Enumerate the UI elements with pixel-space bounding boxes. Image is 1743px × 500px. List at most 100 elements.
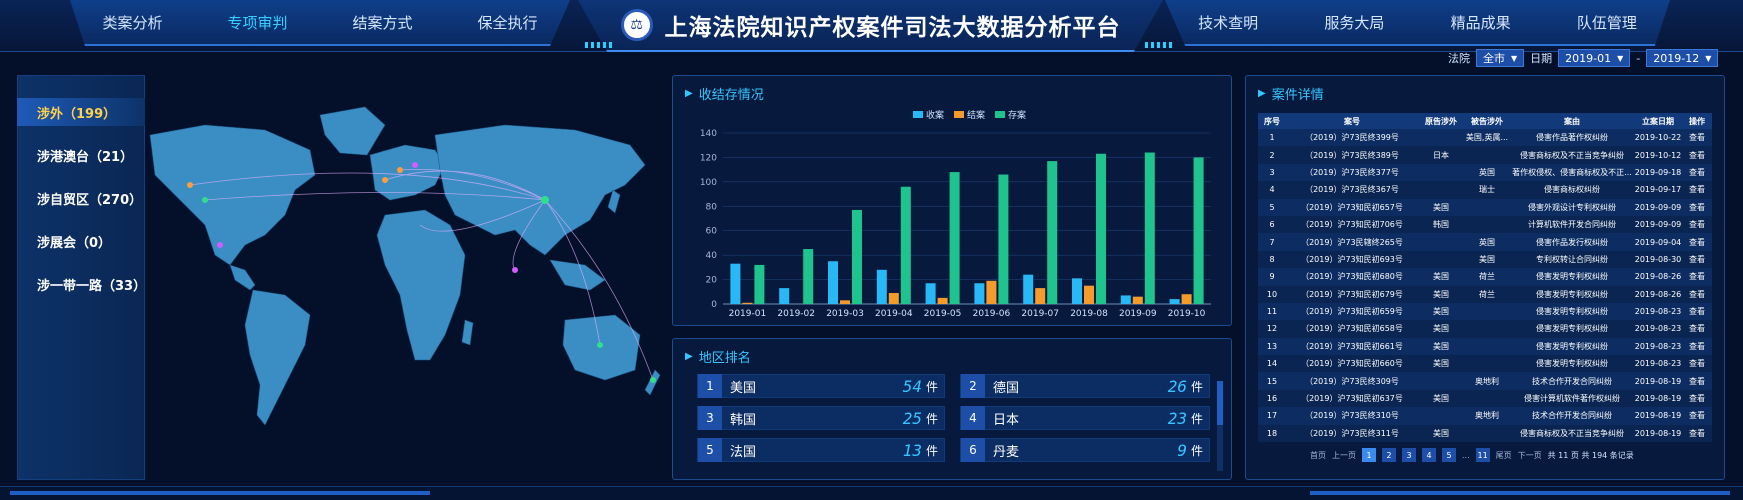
table-row[interactable]: 18 （2019）沪73民终311号 美国 侵害商标权及不正当竞争纠纷 2019-08-… bbox=[1258, 424, 1712, 443]
table-row[interactable]: 16 （2019）沪73知民初637号 美国 侵害计算机软件著作权纠纷 2019-08-… bbox=[1258, 389, 1712, 408]
court-select[interactable]: 全市 ▼ bbox=[1476, 49, 1525, 67]
region-item[interactable]: 2 德国 26 件 bbox=[960, 374, 1210, 398]
view-link[interactable]: 查看 bbox=[1682, 320, 1712, 338]
flow-line bbox=[544, 199, 601, 346]
bottom-bar bbox=[0, 486, 1743, 500]
pager-page[interactable]: 4 bbox=[1422, 448, 1436, 462]
view-link[interactable]: 查看 bbox=[1682, 215, 1712, 234]
nav-item-service[interactable]: 服务大局 bbox=[1324, 13, 1385, 32]
view-link[interactable]: 查看 bbox=[1682, 355, 1712, 373]
category-free-trade-zone[interactable]: 涉自贸区（270） bbox=[37, 192, 143, 208]
table-cell: （2019）沪73民终310号 bbox=[1286, 407, 1418, 425]
view-link[interactable]: 查看 bbox=[1682, 163, 1712, 182]
category-exhibition[interactable]: 涉展会（0） bbox=[37, 235, 112, 251]
pager-prev[interactable]: 上一页 bbox=[1332, 450, 1356, 460]
table-cell: 9 bbox=[1258, 268, 1286, 286]
table-row[interactable]: 14 （2019）沪73知民初660号 美国 侵害发明专利权纠纷 2019-08-23 查… bbox=[1258, 355, 1712, 373]
table-row[interactable]: 4 （2019）沪73民终367号 瑞士 侵害商标权纠纷 2019-09-17 查看 bbox=[1258, 181, 1712, 199]
region-item[interactable]: 4 日本 23 件 bbox=[960, 406, 1210, 430]
nav-item-tech-investigation[interactable]: 技术查明 bbox=[1198, 13, 1259, 32]
column-header: 案号 bbox=[1286, 113, 1418, 129]
table-row[interactable]: 15 （2019）沪73民终309号 奥地利 技术合作开发合同纠纷 2019-08-19… bbox=[1258, 372, 1712, 390]
category-belt-and-road[interactable]: 涉一带一路（33） bbox=[37, 278, 147, 294]
pager-page[interactable]: 2 bbox=[1382, 448, 1396, 462]
legend-item-received[interactable]: 收案 bbox=[913, 108, 944, 121]
table-cell: 11 bbox=[1258, 302, 1286, 321]
pager-last[interactable]: 尾页 bbox=[1495, 450, 1512, 460]
pager-first[interactable]: 首页 bbox=[1310, 450, 1326, 460]
region-rank: 4 bbox=[961, 406, 985, 430]
view-link[interactable]: 查看 bbox=[1682, 389, 1712, 408]
table-row[interactable]: 3 （2019）沪73民终377号 英国 著作权侵权、侵害商标权及不正... 2019-… bbox=[1258, 163, 1712, 182]
nav-item-special-trial[interactable]: 专项审判 bbox=[227, 13, 288, 32]
view-link[interactable]: 查看 bbox=[1682, 181, 1712, 199]
bottom-scroll-left[interactable] bbox=[10, 491, 430, 495]
nav-item-similar-case[interactable]: 类案分析 bbox=[102, 13, 163, 32]
region-unit: 件 bbox=[1190, 443, 1203, 458]
nav-item-preservation[interactable]: 保全执行 bbox=[477, 13, 538, 32]
table-cell: 6 bbox=[1258, 215, 1286, 234]
region-item[interactable]: 3 韩国 25 件 bbox=[697, 406, 945, 430]
table-cell bbox=[1464, 215, 1510, 234]
view-link[interactable]: 查看 bbox=[1682, 407, 1712, 425]
legend-item-stock[interactable]: 存案 bbox=[995, 108, 1026, 121]
table-row[interactable]: 10 （2019）沪73知民初679号 美国 荷兰 侵害发明专利权纠纷 2019-08-2… bbox=[1258, 285, 1712, 303]
table-row[interactable]: 6 （2019）沪73知民初706号 韩国 计算机软件开发合同纠纷 2019-09-09… bbox=[1258, 215, 1712, 234]
table-row[interactable]: 2 （2019）沪73民终389号 日本 侵害商标权及不正当竞争纠纷 2019-10-1… bbox=[1258, 146, 1712, 164]
table-row[interactable]: 7 （2019）沪73民辖终265号 英国 侵害作品发行权纠纷 2019-09-04 查看 bbox=[1258, 233, 1712, 251]
table-cell: 18 bbox=[1258, 424, 1286, 443]
table-cell bbox=[1418, 233, 1464, 251]
table-row[interactable]: 13 （2019）沪73知民初661号 美国 侵害发明专利权纠纷 2019-08-23 查… bbox=[1258, 337, 1712, 356]
pager-page[interactable]: 1 bbox=[1362, 448, 1376, 462]
table-row[interactable]: 12 （2019）沪73知民初658号 美国 侵害发明专利权纠纷 2019-08-23 查… bbox=[1258, 320, 1712, 338]
pager-page[interactable]: 5 bbox=[1442, 448, 1456, 462]
table-row[interactable]: 1 （2019）沪73民终399号 美国,英属... 侵害作品著作权纠纷 2019-10… bbox=[1258, 129, 1712, 147]
view-link[interactable]: 查看 bbox=[1682, 233, 1712, 251]
map-hotspot bbox=[597, 342, 603, 348]
region-item[interactable]: 5 法国 13 件 bbox=[697, 438, 945, 462]
table-cell: 7 bbox=[1258, 233, 1286, 251]
nav-item-closing-method[interactable]: 结案方式 bbox=[352, 13, 413, 32]
legend-item-closed[interactable]: 结案 bbox=[954, 108, 985, 121]
view-link[interactable]: 查看 bbox=[1682, 250, 1712, 269]
world-map[interactable] bbox=[145, 95, 665, 475]
table-row[interactable]: 11 （2019）沪73知民初659号 美国 侵害发明专利权纠纷 2019-08-23 查… bbox=[1258, 302, 1712, 321]
category-foreign[interactable]: 涉外（199） bbox=[17, 98, 145, 126]
table-row[interactable]: 9 （2019）沪73知民初680号 美国 荷兰 侵害发明专利权纠纷 2019-08-26… bbox=[1258, 268, 1712, 286]
table-row[interactable]: 17 （2019）沪73民终310号 奥地利 技术合作开发合同纠纷 2019-08-19… bbox=[1258, 407, 1712, 425]
view-link[interactable]: 查看 bbox=[1682, 268, 1712, 286]
date-end-select[interactable]: 2019-12 ▼ bbox=[1646, 49, 1719, 67]
table-cell bbox=[1418, 407, 1464, 425]
view-link[interactable]: 查看 bbox=[1682, 129, 1712, 147]
table-row[interactable]: 8 （2019）沪73知民初693号 美国 专利权转让合同纠纷 2019-08-30 查看 bbox=[1258, 250, 1712, 269]
pager-page[interactable]: 3 bbox=[1402, 448, 1416, 462]
view-link[interactable]: 查看 bbox=[1682, 146, 1712, 164]
bar-2 bbox=[754, 264, 765, 304]
table-row[interactable]: 5 （2019）沪73知民初657号 美国 侵害外观设计专利权纠纷 2019-09-09… bbox=[1258, 198, 1712, 216]
bottom-scroll-right[interactable] bbox=[1310, 491, 1730, 495]
table-cell: （2019）沪73民终311号 bbox=[1286, 424, 1418, 443]
view-link[interactable]: 查看 bbox=[1682, 424, 1712, 443]
region-item[interactable]: 1 美国 54 件 bbox=[697, 374, 945, 398]
view-link[interactable]: 查看 bbox=[1682, 285, 1712, 303]
view-link[interactable]: 查看 bbox=[1682, 198, 1712, 216]
view-link[interactable]: 查看 bbox=[1682, 372, 1712, 390]
view-link[interactable]: 查看 bbox=[1682, 302, 1712, 321]
category-hk-macao-taiwan[interactable]: 涉港澳台（21） bbox=[37, 149, 134, 165]
nav-item-team[interactable]: 队伍管理 bbox=[1576, 13, 1637, 32]
region-scrollbar[interactable] bbox=[1217, 381, 1223, 471]
region-panel-header: ▶ 地区排名 bbox=[685, 347, 751, 366]
date-start-value: 2019-01 bbox=[1565, 51, 1612, 65]
pager-next[interactable]: 下一页 bbox=[1517, 450, 1542, 460]
view-link[interactable]: 查看 bbox=[1682, 337, 1712, 356]
region-name: 法国 bbox=[730, 444, 757, 460]
region-item[interactable]: 6 丹麦 9 件 bbox=[960, 438, 1210, 462]
column-header: 序号 bbox=[1258, 113, 1286, 129]
region-rank: 2 bbox=[961, 374, 985, 398]
pager-page[interactable]: 11 bbox=[1475, 448, 1490, 462]
nav-item-achievements[interactable]: 精品成果 bbox=[1450, 13, 1511, 32]
y-tick-label: 20 bbox=[706, 276, 718, 286]
region-scrollbar-thumb[interactable] bbox=[1217, 381, 1223, 425]
table-cell: （2019）沪73知民初657号 bbox=[1286, 198, 1418, 216]
date-start-select[interactable]: 2019-01 ▼ bbox=[1558, 49, 1631, 67]
